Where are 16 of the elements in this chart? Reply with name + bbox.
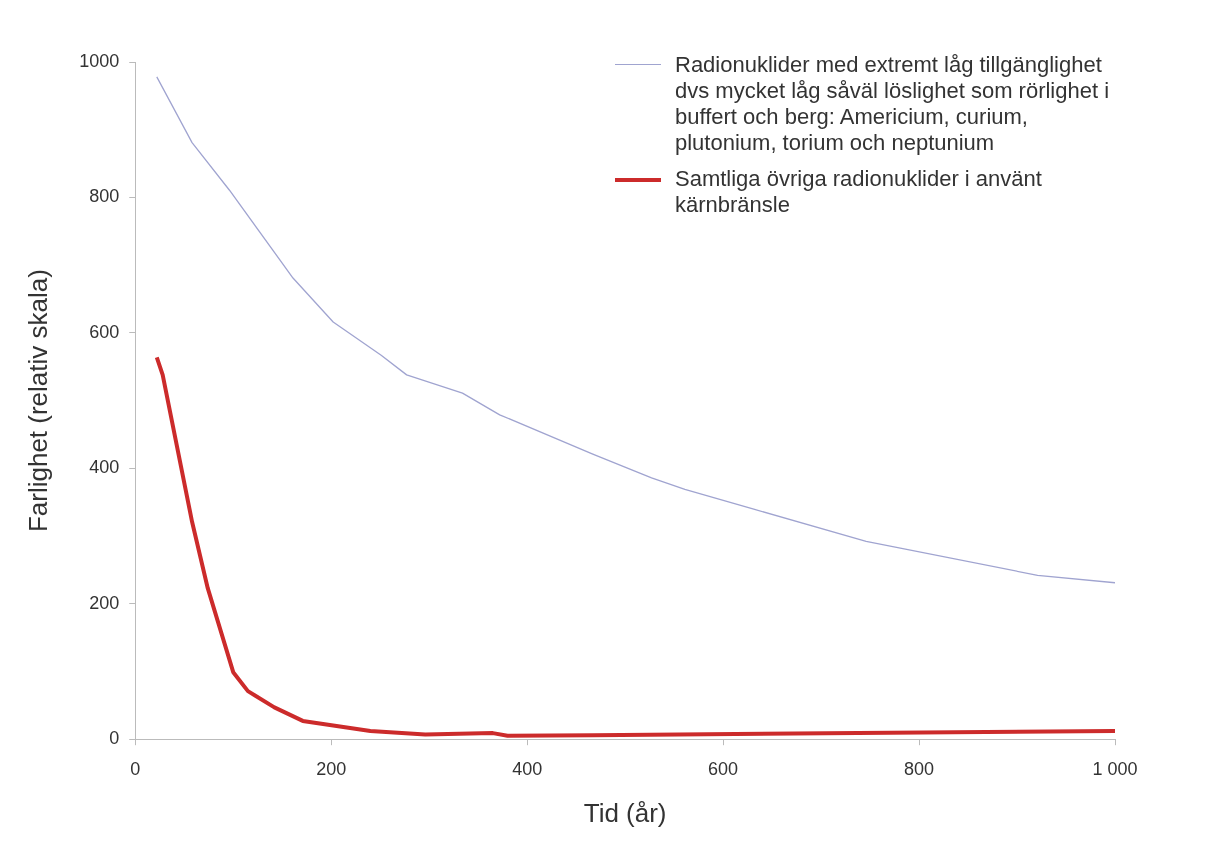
x-tick-label: 600 [708,758,739,779]
y-tick-label: 0 [109,728,120,749]
x-tick-label: 0 [130,758,141,779]
y-tick-label: 1000 [79,50,120,71]
y-axis-title: Farlighet (relativ skala) [22,269,53,533]
x-axis-title: Tid (år) [583,797,667,828]
legend-label: Samtliga övriga radionuklider i använt kärnbränsle [675,166,1043,218]
x-tick-label: 200 [316,758,347,779]
y-tick-label: 600 [89,321,120,342]
y-tick-label: 800 [89,186,120,207]
x-tick-label: 400 [512,758,543,779]
x-tick-label: 1 000 [1092,758,1138,779]
y-tick-label: 200 [89,592,120,613]
legend-label: Radionuklider med extremt låg tillgänglighet dvs mycket låg såväl löslighet som rörlighet i buffert och berg: Americium, curium, plutonium, torium och neptunium [675,52,1111,156]
x-tick-label: 800 [904,758,935,779]
y-tick-label: 400 [89,457,120,478]
